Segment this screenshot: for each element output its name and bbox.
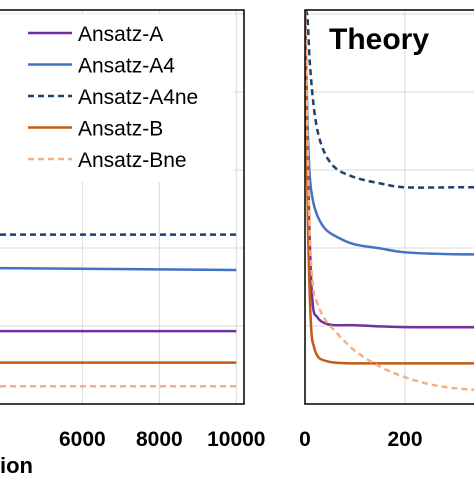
legend-entry: Ansatz-A [78, 23, 163, 46]
series-group [305, 10, 474, 392]
legend: Ansatz-A Ansatz-A4 Ansatz-A4ne Ansatz-B Ansa… [0, 14, 234, 182]
series-line-ansatz-a4 [0, 266, 237, 272]
x-tick-label: 6000 [59, 428, 106, 451]
plot-frame [0, 9, 245, 405]
legend-entry: Ansatz-A4ne [78, 86, 198, 109]
panel-title: Theory [329, 23, 429, 56]
legend-background [0, 14, 234, 182]
series-line-ansatz-a [305, 10, 474, 329]
x-tick-label: 0 [299, 428, 311, 451]
x-axis-label: ion [0, 453, 33, 474]
series-line-ansatz-a4 [305, 10, 474, 256]
panel-right: 0 200 Theory [299, 9, 474, 451]
plot-frame [304, 9, 474, 405]
x-tick-label: 200 [387, 428, 422, 451]
legend-entry: Ansatz-B [78, 118, 163, 141]
legend-entry: Ansatz-A4 [78, 55, 175, 78]
x-tick-label: 8000 [136, 428, 183, 451]
panel-left: 6000 8000 10000ionAnsatz-AAnsatz-A4Ansatz-… [0, 9, 266, 478]
series-group [0, 233, 237, 388]
legend-entry: Ansatz-Bne [78, 149, 187, 172]
series-line-ansatz-a4ne [305, 10, 474, 189]
series-line-ansatz-bne [305, 10, 474, 392]
series-line-ansatz-b [305, 10, 474, 365]
x-tick-label: 10000 [207, 428, 265, 451]
